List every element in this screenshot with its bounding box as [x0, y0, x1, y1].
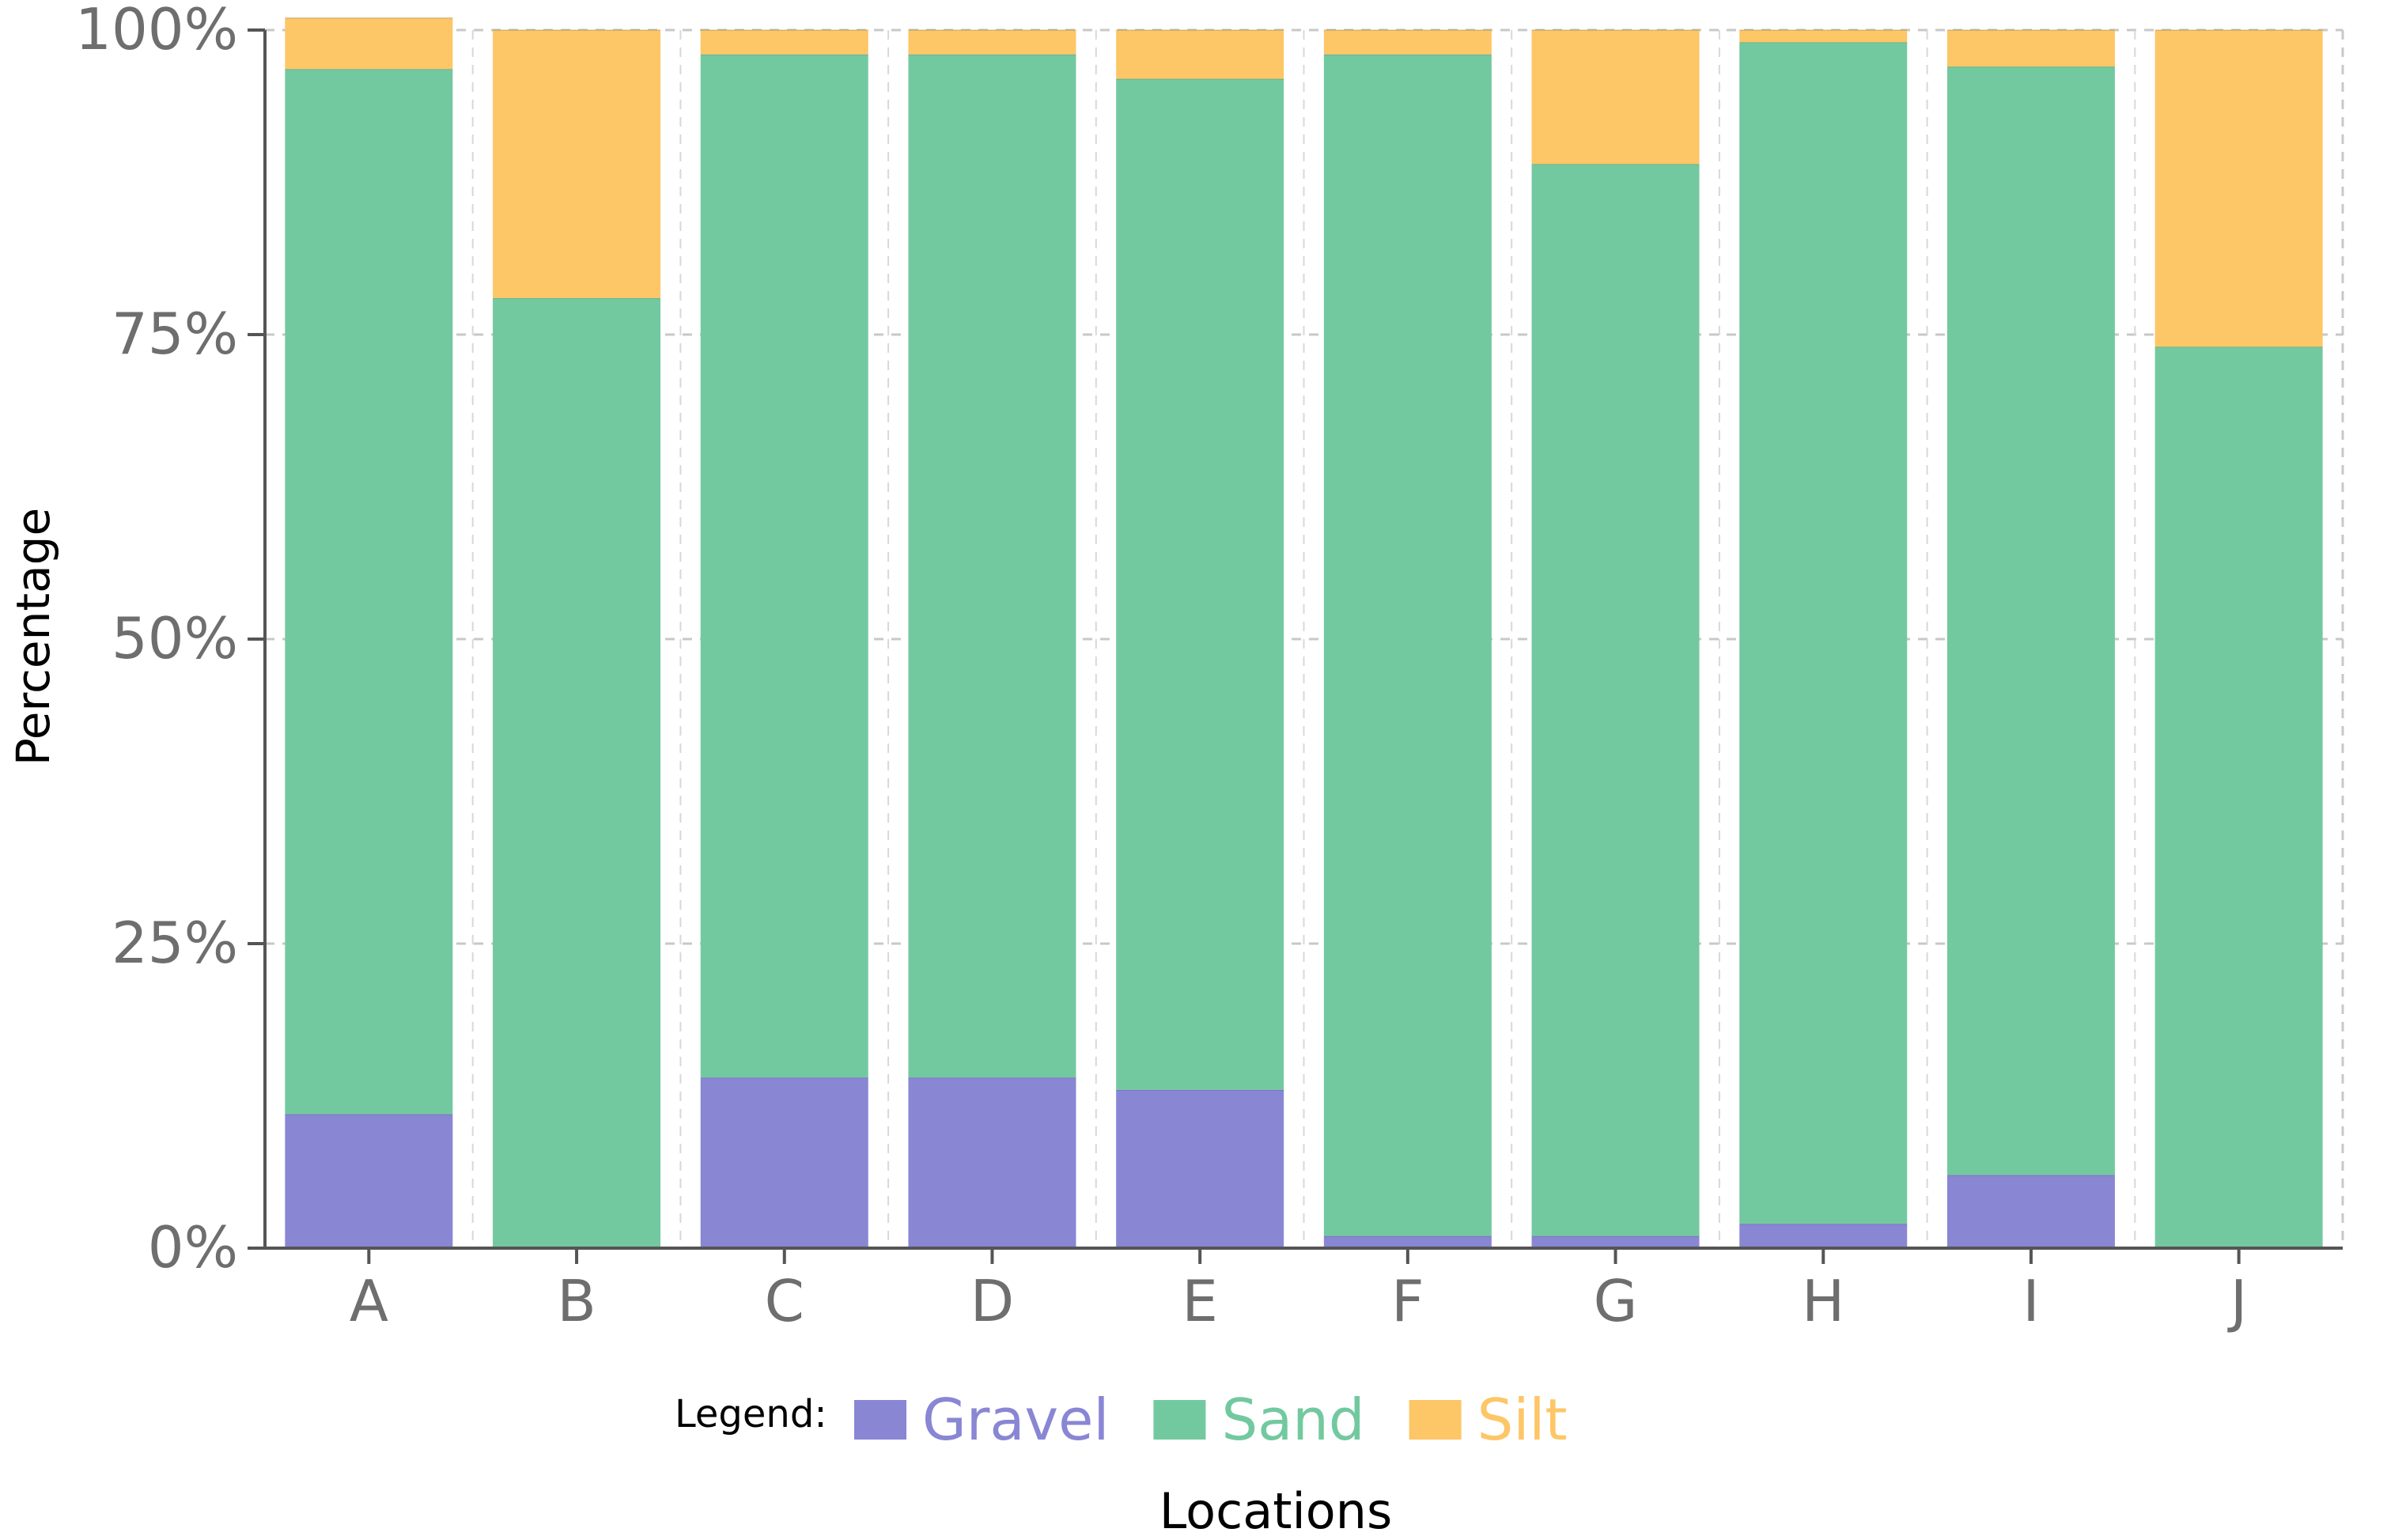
legend-label-sand: Sand [1221, 1387, 1364, 1453]
bar-segment-gravel-e [1116, 1089, 1284, 1248]
x-tick-label: J [2227, 1268, 2247, 1334]
bar-segment-sand-a [285, 69, 453, 1114]
legend-label-gravel: Gravel [922, 1387, 1109, 1453]
bar-segment-sand-i [1946, 66, 2115, 1175]
x-tick-label: A [350, 1268, 388, 1334]
y-tick-labels: 0% 25% 50% 75% 100% [75, 0, 265, 1281]
legend-items: Gravel Sand Silt [854, 1387, 1568, 1453]
legend: Legend: Gravel Sand Silt [675, 1387, 1568, 1453]
bar-segment-sand-h [1739, 42, 1908, 1224]
bar-segment-gravel-h [1739, 1224, 1908, 1248]
bar-segment-silt-j [2154, 30, 2323, 347]
bar-segment-gravel-d [908, 1077, 1076, 1248]
legend-swatch-sand [1153, 1400, 1206, 1440]
bar-segment-silt-i [1946, 30, 2115, 67]
legend-label-silt: Silt [1477, 1387, 1568, 1453]
bar-segment-sand-j [2154, 346, 2323, 1248]
bar-segment-sand-d [908, 54, 1076, 1078]
bar-segment-gravel-c [700, 1077, 868, 1248]
bar-segment-silt-a [285, 17, 453, 70]
legend-swatch-gravel [854, 1400, 906, 1440]
x-tick-label: H [1802, 1268, 1844, 1334]
x-tick-label: G [1594, 1268, 1638, 1334]
x-tick-labels: A B C D E F G H I J [350, 1248, 2247, 1334]
x-tick-label: I [2022, 1268, 2039, 1334]
bar-segment-gravel-g [1531, 1235, 1700, 1248]
bar-segment-gravel-a [285, 1114, 453, 1248]
bar-segment-silt-g [1531, 30, 1700, 165]
x-tick-label: C [765, 1268, 804, 1334]
x-axis-title: Locations [1159, 1482, 1393, 1540]
y-tick-label: 0% [148, 1214, 238, 1281]
y-tick-label: 25% [112, 910, 238, 976]
bar-segment-silt-e [1116, 30, 1284, 79]
bar-segment-silt-d [908, 30, 1076, 55]
bar-segment-sand-f [1323, 54, 1492, 1236]
legend-swatch-silt [1409, 1400, 1462, 1440]
bars [285, 17, 2323, 1248]
legend-title: Legend: [675, 1392, 827, 1436]
x-tick-label: F [1391, 1268, 1424, 1334]
bar-segment-sand-g [1531, 164, 1700, 1236]
bar-segment-silt-c [700, 30, 868, 55]
bar-segment-gravel-f [1323, 1235, 1492, 1248]
y-axis-title: Percentage [6, 508, 60, 766]
bar-segment-gravel-i [1946, 1175, 2115, 1248]
bar-segment-silt-f [1323, 30, 1492, 55]
y-tick-label: 50% [112, 605, 238, 672]
bar-segment-sand-b [493, 297, 661, 1248]
x-tick-label: D [970, 1268, 1014, 1334]
y-tick-label: 100% [75, 0, 238, 62]
bar-segment-sand-c [700, 54, 868, 1078]
x-tick-label: E [1182, 1268, 1218, 1334]
y-tick-label: 75% [112, 301, 238, 367]
bar-segment-silt-b [493, 30, 661, 298]
x-tick-label: B [557, 1268, 596, 1334]
bar-segment-silt-h [1739, 30, 1908, 43]
bar-segment-sand-e [1116, 78, 1284, 1090]
